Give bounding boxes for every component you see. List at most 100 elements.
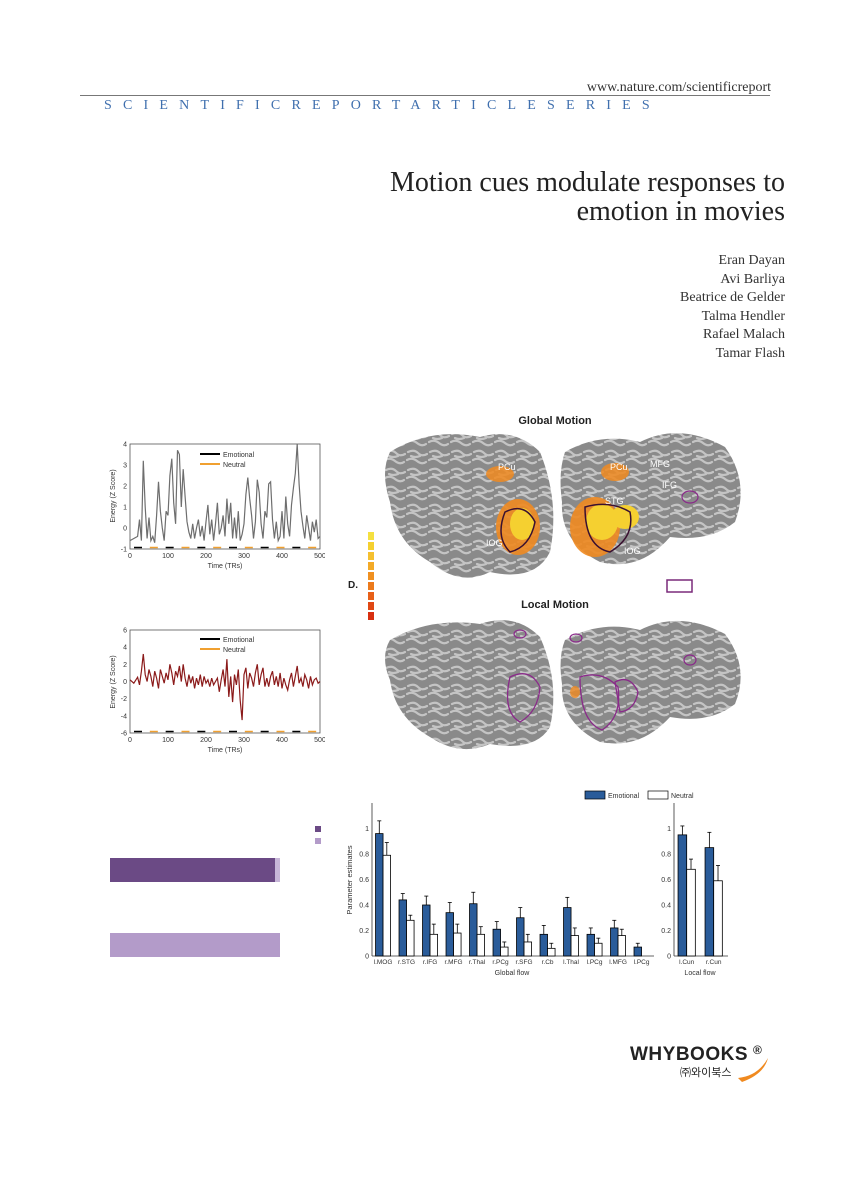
- y-tick-label: 0.8: [359, 852, 369, 859]
- chart-legend: Emotional Neutral: [200, 637, 255, 654]
- publisher-logo[interactable]: WHYBOOKS ® ㈜와이북스: [630, 1040, 780, 1085]
- y-tick-label: 2: [123, 484, 127, 491]
- author-name: Rafael Malach: [702, 327, 785, 343]
- bar: [422, 904, 431, 957]
- x-tick-label: r.MFG: [445, 959, 463, 966]
- y-tick-label: 2: [123, 662, 127, 669]
- legend-swatch: [315, 826, 321, 832]
- x-tick-label: 400: [276, 553, 288, 560]
- legend-label: Neutral: [223, 647, 246, 654]
- legend-swatch: [315, 838, 321, 844]
- x-tick-label: 400: [276, 737, 288, 744]
- whybooks-logo: WHYBOOKS ® ㈜와이북스: [630, 1043, 768, 1082]
- author-name: Tamar Flash: [715, 345, 785, 361]
- bar: [406, 919, 415, 957]
- local-flow-bar-chart: 0 0.2 0.4 0.6 0.8 1 l.Cun r.Cun Local flow: [661, 803, 728, 977]
- roi-legend-box: [666, 579, 693, 593]
- x-tick-label: l.MFG: [609, 959, 627, 966]
- energy-line-chart-2: 0 100 200 300 400 500 -6 -4 -2 0 2 4 6 Emotional Neu…: [110, 628, 325, 755]
- x-tick-label: r.Thal: [469, 959, 486, 966]
- x-axis-label: Time (TRs): [208, 563, 243, 570]
- x-tick-label: r.PCg: [492, 959, 509, 966]
- bar: [398, 899, 407, 957]
- local-motion-label: Local Motion: [521, 599, 589, 611]
- legend-label: Neutral: [671, 793, 694, 800]
- x-tick-label: 0: [128, 737, 132, 744]
- region-label: MFG: [650, 459, 670, 469]
- bar: [375, 833, 384, 957]
- y-axis-label: Energy (Z Score): [110, 655, 117, 708]
- bar: [633, 946, 642, 957]
- bar: [594, 942, 603, 957]
- right-hemisphere-local: [560, 620, 741, 744]
- y-tick-label: 0: [123, 679, 127, 686]
- y-tick-label: 0.6: [359, 877, 369, 884]
- horizontal-bar: [110, 858, 280, 882]
- bar: [570, 935, 579, 957]
- x-tick-label: 0: [128, 553, 132, 560]
- y-tick-label: -2: [121, 696, 127, 703]
- bar: [429, 933, 438, 957]
- x-tick-label: l.Cun: [679, 959, 695, 966]
- bar: [500, 946, 509, 957]
- bar: [617, 935, 626, 957]
- author-name: Talma Hendler: [701, 308, 785, 324]
- legend-label: Emotional: [223, 637, 255, 644]
- region-label: IOG: [486, 538, 503, 548]
- y-tick-label: 1: [667, 826, 671, 833]
- x-tick-label: 300: [238, 737, 250, 744]
- chart-legend: Emotional Neutral: [200, 452, 255, 469]
- horizontal-bar-cap: [275, 933, 280, 957]
- series-line: [129, 653, 321, 721]
- author-name: Avi Barliya: [720, 271, 785, 287]
- global-flow-bar-chart: 0 0.2 0.4 0.6 0.8 1 l.MOG r.STG r.IFG r.MFG r.Tha…: [345, 803, 654, 977]
- y-tick-label: 0.4: [359, 903, 369, 910]
- svg-text:®: ®: [753, 1043, 762, 1057]
- local-roi-outlines: [506, 629, 697, 731]
- y-tick-label: 4: [123, 442, 127, 449]
- legend-label: Emotional: [223, 452, 255, 459]
- y-tick-label: 4: [123, 645, 127, 652]
- legend-swatch: [584, 790, 606, 800]
- y-tick-label: 1: [123, 505, 127, 512]
- legend-label: Emotional: [608, 793, 640, 800]
- bar: [713, 880, 723, 957]
- svg-text:WHYBOOKS: WHYBOOKS: [630, 1044, 748, 1065]
- series-banner: SCIENTIFICREPORTARTICLESERIES: [104, 98, 661, 113]
- x-tick-label: l.PCg: [587, 959, 603, 966]
- y-tick-label: 0.4: [661, 903, 671, 910]
- left-hemisphere-local: [385, 620, 554, 750]
- y-axis-label: Energy (Z Score): [110, 469, 117, 522]
- bar: [469, 903, 478, 957]
- title-line-2: emotion in movies: [576, 196, 785, 227]
- journal-url[interactable]: www.nature.com/scientificreport: [586, 80, 771, 95]
- series-line: [129, 443, 321, 543]
- x-tick-label: r.SFG: [516, 959, 533, 966]
- bar: [492, 928, 501, 957]
- bar-chart-legend: Emotional Neutral: [584, 790, 694, 800]
- x-tick-label: 100: [162, 553, 174, 560]
- author-name: Beatrice de Gelder: [680, 290, 785, 306]
- bar: [516, 917, 525, 957]
- y-tick-label: 6: [123, 628, 127, 635]
- x-tick-label: r.IFG: [423, 959, 437, 966]
- y-tick-label: -1: [121, 547, 127, 554]
- global-motion-label: Global Motion: [518, 415, 592, 427]
- bar: [382, 854, 391, 957]
- global-activation-blobs: [486, 463, 699, 557]
- color-scale-bar: [368, 532, 374, 620]
- y-tick-label: 0: [123, 526, 127, 533]
- x-tick-label: l.MOG: [374, 959, 393, 966]
- y-tick-label: -4: [121, 713, 127, 720]
- title-line-1: Motion cues modulate responses to: [389, 167, 785, 198]
- panel-label: D.: [348, 580, 358, 591]
- bar: [476, 933, 485, 957]
- x-axis-label: Local flow: [684, 970, 716, 977]
- bar: [610, 927, 619, 957]
- y-tick-label: 0.6: [661, 877, 671, 884]
- bar: [686, 868, 696, 957]
- legend-label: Neutral: [223, 462, 246, 469]
- bar: [539, 933, 548, 957]
- bar: [453, 932, 462, 957]
